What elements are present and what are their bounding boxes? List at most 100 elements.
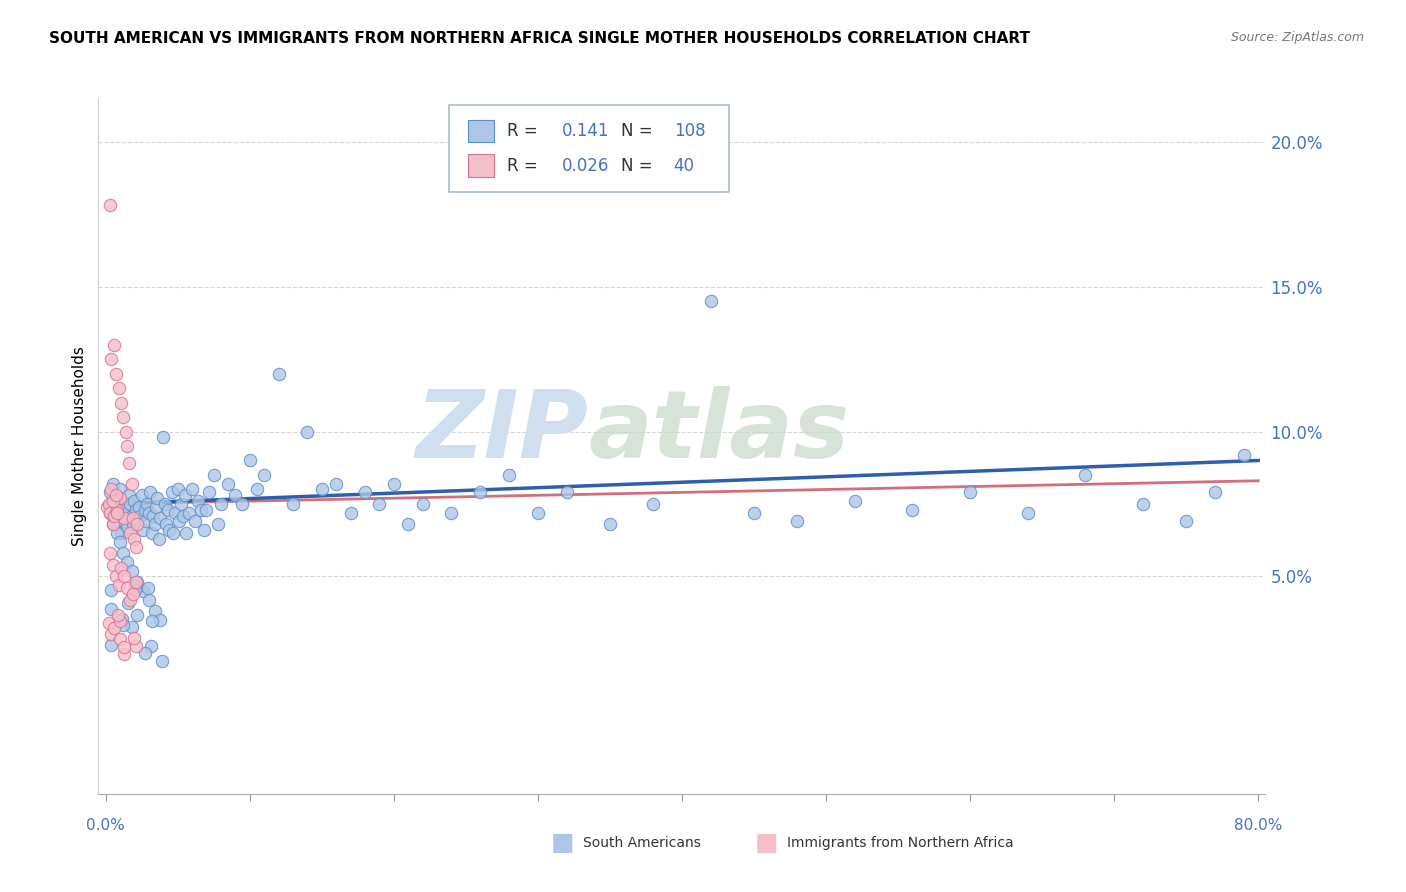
Point — [141, 614, 163, 628]
Point — [111, 546, 134, 560]
Point — [1017, 506, 1039, 520]
Point — [107, 503, 129, 517]
Point — [1074, 467, 1097, 482]
Point — [354, 485, 377, 500]
Point — [127, 517, 149, 532]
Point — [118, 488, 141, 502]
Text: South Americans: South Americans — [583, 836, 702, 850]
Point — [108, 614, 131, 628]
Point — [187, 494, 209, 508]
Point — [101, 517, 124, 532]
Point — [901, 503, 924, 517]
Point — [555, 485, 578, 500]
Point — [105, 503, 128, 517]
Point — [143, 517, 166, 532]
Bar — [468, 120, 494, 142]
Point — [136, 497, 159, 511]
Point — [105, 506, 128, 520]
Point — [1132, 497, 1154, 511]
Point — [224, 488, 246, 502]
Point — [98, 198, 121, 212]
Point — [100, 351, 122, 366]
Point — [149, 511, 172, 525]
Point — [110, 526, 132, 541]
Point — [101, 494, 124, 508]
Point — [152, 430, 174, 444]
Text: atlas: atlas — [589, 386, 849, 478]
Point — [190, 503, 212, 517]
Point — [281, 497, 304, 511]
Point — [156, 503, 179, 517]
Point — [786, 514, 808, 528]
Point — [146, 491, 169, 505]
Point — [115, 555, 138, 569]
Text: 0.141: 0.141 — [562, 122, 609, 140]
Point — [105, 526, 128, 541]
Point — [139, 485, 162, 500]
Point — [267, 367, 290, 381]
Point — [160, 485, 183, 500]
Point — [148, 532, 170, 546]
Point — [139, 639, 162, 653]
Point — [121, 508, 143, 523]
Point — [121, 620, 143, 634]
Point — [155, 517, 177, 532]
Point — [108, 483, 131, 497]
Point — [107, 578, 129, 592]
Point — [122, 517, 145, 532]
Point — [162, 526, 184, 541]
Point — [138, 592, 160, 607]
Point — [97, 497, 120, 511]
Text: ■: ■ — [551, 831, 574, 855]
Point — [172, 508, 194, 523]
Point — [101, 558, 124, 572]
Point — [122, 511, 145, 525]
Point — [207, 517, 229, 532]
Point — [195, 503, 218, 517]
Point — [142, 508, 165, 523]
Text: N =: N = — [621, 157, 658, 175]
Text: 40: 40 — [673, 157, 695, 175]
Point — [325, 476, 347, 491]
Point — [202, 467, 225, 482]
Point — [167, 514, 190, 528]
Point — [125, 503, 148, 517]
Point — [108, 632, 131, 646]
Point — [368, 497, 391, 511]
Point — [163, 506, 186, 520]
Point — [742, 506, 765, 520]
Point — [412, 497, 434, 511]
Point — [100, 483, 122, 497]
Point — [121, 476, 143, 491]
Point — [297, 425, 319, 439]
Y-axis label: Single Mother Households: Single Mother Households — [72, 346, 87, 546]
Text: 80.0%: 80.0% — [1234, 818, 1282, 832]
Point — [124, 532, 146, 546]
Point — [179, 506, 201, 520]
Point — [104, 494, 127, 508]
Point — [112, 569, 135, 583]
Point — [134, 503, 156, 517]
Point — [124, 494, 146, 508]
Point — [122, 631, 145, 645]
Point — [108, 491, 131, 505]
Point — [145, 500, 167, 514]
Point — [339, 506, 361, 520]
Text: ■: ■ — [755, 831, 778, 855]
Point — [246, 483, 269, 497]
Point — [599, 517, 621, 532]
Point — [844, 494, 866, 508]
Point — [169, 497, 191, 511]
Point — [115, 439, 138, 453]
Point — [120, 592, 142, 607]
Point — [129, 508, 152, 523]
Point — [107, 608, 129, 623]
Point — [98, 485, 121, 500]
Point — [138, 506, 160, 520]
Point — [110, 561, 132, 575]
Point — [527, 506, 550, 520]
Point — [173, 488, 195, 502]
Point — [100, 602, 122, 616]
Point — [125, 541, 148, 555]
Text: R =: R = — [508, 157, 543, 175]
